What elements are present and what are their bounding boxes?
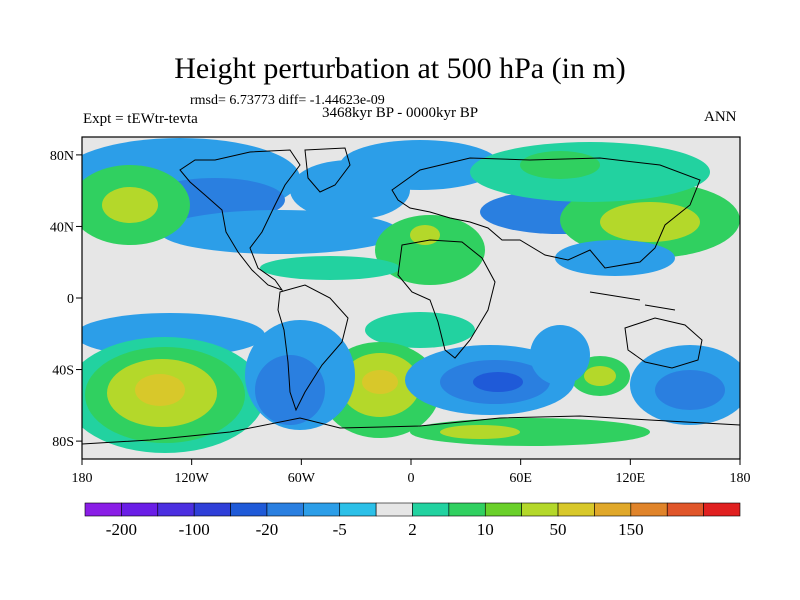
colorbar-label: -5 xyxy=(333,520,347,539)
lon-tick-label: 180 xyxy=(730,471,751,486)
colorbar-swatch xyxy=(630,502,668,517)
field-contour xyxy=(160,210,400,254)
lat-tick-label: 80N xyxy=(50,149,74,164)
colorbar-swatch xyxy=(303,502,341,517)
colorbar-swatch xyxy=(266,502,304,517)
lat-tick-label: 40N xyxy=(50,220,74,235)
colorbar-swatch xyxy=(230,502,268,517)
colorbar-swatch xyxy=(375,502,413,517)
field-contour xyxy=(135,374,185,406)
colorbar-swatch xyxy=(484,502,522,517)
colorbar-label: 10 xyxy=(477,520,494,539)
height-field xyxy=(82,137,740,459)
lat-tick-label: 40S xyxy=(52,364,74,379)
colorbar-label: -20 xyxy=(256,520,279,539)
colorbar: -200 -100 -20 -5 2 10 50 150 xyxy=(84,502,741,539)
lon-tick-label: 60W xyxy=(288,471,316,486)
field-contour xyxy=(520,151,600,179)
colorbar-swatch xyxy=(339,502,377,517)
field-contour xyxy=(340,140,500,190)
field-contour xyxy=(440,425,520,439)
lat-tick-label: 0 xyxy=(67,292,74,307)
colorbar-label: -200 xyxy=(106,520,137,539)
stats-line: rmsd= 6.73773 diff= -1.44623e-09 xyxy=(190,93,385,108)
field-contour xyxy=(600,202,700,242)
colorbar-swatch xyxy=(448,502,486,517)
field-contour xyxy=(375,215,485,285)
colorbar-swatch xyxy=(157,502,195,517)
colorbar-swatch xyxy=(557,502,595,517)
coastlines xyxy=(82,147,740,445)
period-label: 3468kyr BP - 0000kyr BP xyxy=(322,105,479,121)
lon-tick-label: 180 xyxy=(72,471,93,486)
field-contour xyxy=(410,418,650,446)
field-contour xyxy=(584,366,616,386)
field-contour xyxy=(555,240,675,276)
season-label: ANN xyxy=(704,109,737,125)
colorbar-label: -100 xyxy=(179,520,210,539)
colorbar-swatch xyxy=(84,502,122,517)
lat-tick-label: 80S xyxy=(52,435,74,450)
colorbar-swatch xyxy=(521,502,559,517)
experiment-label: Expt = tEWtr-tevta xyxy=(83,111,198,127)
field-contour xyxy=(655,370,725,410)
colorbar-label: 2 xyxy=(408,520,417,539)
field-contour xyxy=(102,187,158,223)
colorbar-swatch xyxy=(121,502,159,517)
lon-tick-label: 120W xyxy=(175,471,210,486)
lon-tick-label: 0 xyxy=(408,471,415,486)
field-contour xyxy=(530,325,590,385)
colorbar-label: 50 xyxy=(550,520,567,539)
colorbar-label: 150 xyxy=(618,520,644,539)
lon-tick-label: 60E xyxy=(509,471,532,486)
field-contour xyxy=(410,225,440,245)
field-contour xyxy=(473,372,523,392)
field-contour xyxy=(260,256,400,280)
colorbar-swatch xyxy=(666,502,704,517)
lon-tick-label: 120E xyxy=(616,471,646,486)
plot-title: Height perturbation at 500 hPa (in m) xyxy=(174,52,626,85)
axis-ticks: 80N 40N 0 40S 80S 180 120W 60W 0 60E 120E 180 xyxy=(50,149,751,486)
colorbar-swatch xyxy=(412,502,450,517)
colorbar-swatch xyxy=(594,502,632,517)
colorbar-swatch xyxy=(703,502,741,517)
colorbar-swatch xyxy=(193,502,231,517)
field-contour xyxy=(365,312,475,348)
field-contour xyxy=(362,370,398,394)
